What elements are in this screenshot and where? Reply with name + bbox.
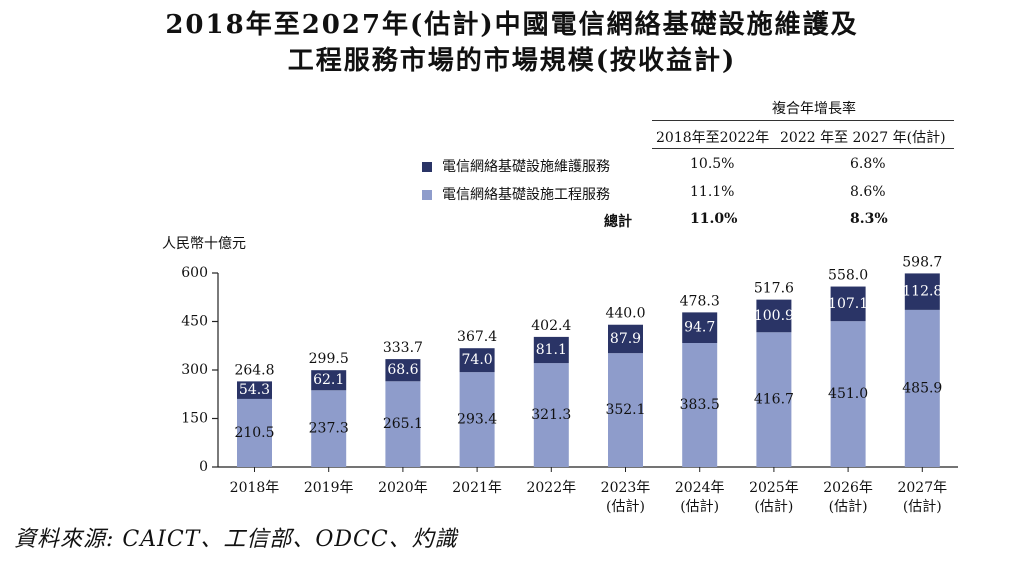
bar-value-label-1-1: 62.1	[313, 372, 344, 388]
bar-value-label-0-4: 321.3	[531, 407, 571, 423]
bar-value-label-0-5: 352.1	[605, 402, 645, 418]
cagr-total-label: 總計	[604, 214, 632, 230]
cagr-engineering-col2: 8.6%	[850, 184, 886, 200]
bar-segment-1-7	[756, 299, 792, 333]
x-tick-label-5-0: 2023年	[601, 480, 651, 496]
bar-segment-1-5	[608, 324, 643, 354]
bar-segment-0-0	[237, 398, 272, 467]
cagr-engineering-col1: 11.1%	[690, 184, 735, 200]
bar-value-label-0-1: 237.3	[309, 421, 349, 437]
bar-value-label-1-2: 68.6	[387, 362, 418, 378]
x-tick-label-8-0: 2026年	[823, 480, 873, 496]
bar-total-label-1: 299.5	[309, 351, 349, 367]
x-tick-label-9-1: (估計)	[903, 499, 942, 515]
bar-segment-1-6	[682, 312, 718, 344]
bar-total-label-5: 440.0	[605, 306, 645, 322]
bar-segment-1-4	[533, 336, 569, 364]
cagr-maintenance-col2: 6.8%	[850, 156, 886, 172]
bar-value-label-0-9: 485.9	[902, 380, 942, 396]
bar-value-label-1-0: 54.3	[239, 382, 270, 398]
x-tick-label-0-0: 2018年	[230, 480, 280, 496]
cagr-col2-header: 2022 年至 2027 年(估計)	[780, 130, 946, 146]
bar-segment-1-1	[311, 370, 347, 391]
bar-segment-0-7	[756, 332, 792, 467]
y-tick-label-2: 300	[181, 362, 208, 378]
bar-value-label-0-7: 416.7	[754, 392, 794, 408]
y-axis-unit-label: 人民幣十億元	[162, 236, 246, 252]
bar-value-label-0-0: 210.5	[234, 425, 274, 441]
bar-segment-0-8	[830, 321, 866, 467]
bar-segment-1-0	[237, 381, 272, 399]
x-tick-label-6-1: (估計)	[680, 499, 719, 515]
y-tick-label-4: 600	[181, 265, 208, 281]
bar-segment-1-3	[459, 348, 495, 373]
x-tick-label-7-1: (估計)	[754, 499, 793, 515]
x-tick-label-3-0: 2021年	[452, 480, 502, 496]
chart-title-line-2: 工程服務市場的市場規模(按收益計)	[287, 46, 737, 76]
x-tick-label-8-1: (估計)	[829, 499, 868, 515]
bar-segment-0-2	[385, 381, 421, 467]
chart-title-line-1: 2018年至2027年(估計)中國電信網絡基礎設施維護及	[165, 10, 859, 40]
y-tick-label-1: 150	[181, 411, 208, 427]
x-tick-label-7-0: 2025年	[749, 480, 799, 496]
bar-value-label-0-8: 451.0	[828, 386, 868, 402]
bar-value-label-0-6: 383.5	[680, 397, 720, 413]
cagr-header-rule	[652, 120, 954, 121]
bar-value-label-1-6: 94.7	[684, 320, 715, 336]
x-tick-label-9-0: 2027年	[897, 480, 947, 496]
bar-value-label-1-4: 81.1	[536, 342, 567, 358]
x-tick-label-1-0: 2019年	[304, 480, 354, 496]
bar-segment-0-5	[608, 353, 643, 467]
x-tick-label-5-1: (估計)	[606, 499, 645, 515]
cagr-total-col1: 11.0%	[690, 211, 738, 227]
bar-total-label-6: 478.3	[680, 293, 720, 309]
bar-total-label-3: 367.4	[457, 329, 497, 345]
bar-total-label-9: 598.7	[902, 254, 942, 270]
bar-total-label-8: 558.0	[828, 268, 868, 284]
bar-segment-0-3	[459, 372, 495, 467]
y-tick-label-0: 0	[199, 459, 208, 475]
cagr-total-col2: 8.3%	[850, 211, 888, 227]
y-tick-label-3: 450	[181, 314, 208, 330]
bar-value-label-1-3: 74.0	[462, 352, 493, 368]
legend-swatch-engineering	[422, 190, 432, 200]
bar-segment-0-4	[533, 363, 569, 467]
bar-value-label-1-7: 100.9	[754, 308, 794, 324]
legend-swatch-maintenance	[422, 162, 432, 172]
cagr-subheader-rule	[652, 148, 954, 149]
source-note: 資料來源: CAICT、工信部、ODCC、灼識	[14, 527, 458, 552]
bar-value-label-0-2: 265.1	[383, 416, 423, 432]
bar-segment-0-1	[311, 390, 347, 467]
bar-segment-0-6	[682, 343, 718, 467]
bar-total-label-2: 333.7	[383, 340, 423, 356]
bar-value-label-1-5: 87.9	[610, 331, 641, 347]
legend-label-maintenance: 電信網絡基礎設施維護服務	[442, 159, 610, 175]
bar-value-label-1-8: 107.1	[828, 296, 868, 312]
bar-total-label-0: 264.8	[234, 362, 274, 378]
x-tick-label-4-0: 2022年	[526, 480, 576, 496]
cagr-col1-header: 2018年至2022年	[656, 130, 770, 146]
cagr-maintenance-col1: 10.5%	[690, 156, 735, 172]
bar-segment-1-9	[904, 273, 940, 310]
bar-segment-1-8	[830, 286, 866, 322]
bar-segment-1-2	[385, 359, 421, 382]
x-tick-label-6-0: 2024年	[675, 480, 725, 496]
legend-label-engineering: 電信網絡基礎設施工程服務	[442, 187, 610, 203]
bar-value-label-0-3: 293.4	[457, 412, 497, 428]
cagr-header: 複合年增長率	[772, 101, 856, 117]
bar-total-label-4: 402.4	[531, 318, 571, 334]
bar-total-label-7: 517.6	[754, 281, 794, 297]
bar-value-label-1-9: 112.8	[902, 284, 942, 300]
x-tick-label-2-0: 2020年	[378, 480, 428, 496]
bar-segment-0-9	[904, 309, 940, 467]
